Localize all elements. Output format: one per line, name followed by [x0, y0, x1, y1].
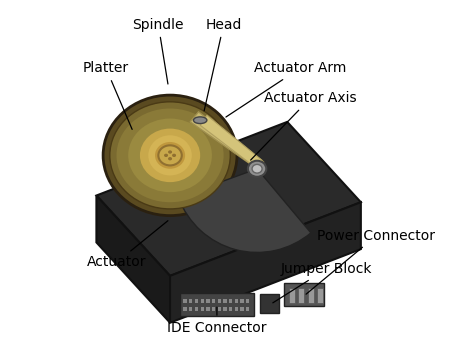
Bar	[206, 299, 210, 303]
Wedge shape	[178, 169, 311, 252]
Ellipse shape	[162, 148, 178, 163]
Ellipse shape	[168, 157, 172, 161]
Ellipse shape	[110, 102, 230, 209]
Bar	[195, 307, 198, 311]
Bar	[189, 299, 192, 303]
Bar	[289, 288, 295, 303]
Ellipse shape	[252, 164, 262, 173]
Bar	[223, 299, 227, 303]
Ellipse shape	[164, 154, 168, 157]
Bar	[235, 299, 238, 303]
FancyBboxPatch shape	[284, 283, 324, 306]
FancyBboxPatch shape	[180, 293, 254, 316]
Ellipse shape	[193, 117, 207, 124]
Bar	[240, 299, 244, 303]
Bar	[229, 299, 232, 303]
Bar	[218, 307, 221, 311]
Bar	[229, 307, 232, 311]
Bar	[223, 307, 227, 311]
Bar	[246, 307, 249, 311]
Text: Power Connector: Power Connector	[306, 229, 435, 294]
Ellipse shape	[248, 161, 266, 177]
Text: Actuator Arm: Actuator Arm	[226, 61, 346, 117]
Ellipse shape	[140, 128, 200, 182]
Bar	[298, 288, 304, 303]
Ellipse shape	[117, 108, 224, 202]
Ellipse shape	[148, 135, 192, 175]
Bar	[246, 299, 249, 303]
Polygon shape	[200, 115, 262, 169]
Bar	[183, 307, 187, 311]
Bar	[201, 307, 204, 311]
Bar	[218, 299, 221, 303]
Text: Actuator: Actuator	[87, 221, 168, 269]
Bar	[195, 299, 198, 303]
Text: Head: Head	[204, 18, 242, 111]
Bar	[183, 299, 187, 303]
Ellipse shape	[128, 119, 212, 192]
Text: Jumper Block: Jumper Block	[273, 262, 372, 303]
Bar	[212, 307, 215, 311]
FancyBboxPatch shape	[260, 294, 279, 313]
Bar	[235, 307, 238, 311]
Bar	[189, 307, 192, 311]
Polygon shape	[96, 122, 361, 276]
Bar	[308, 288, 314, 303]
Bar	[317, 288, 323, 303]
Text: IDE Connector: IDE Connector	[167, 307, 267, 335]
Ellipse shape	[103, 95, 237, 216]
Ellipse shape	[168, 150, 172, 154]
Ellipse shape	[172, 154, 176, 157]
Text: Platter: Platter	[83, 61, 132, 129]
Bar	[201, 299, 204, 303]
Text: Actuator Axis: Actuator Axis	[251, 92, 356, 160]
Ellipse shape	[158, 145, 182, 165]
Bar	[240, 307, 244, 311]
Polygon shape	[170, 202, 361, 323]
Polygon shape	[96, 195, 170, 323]
Text: Spindle: Spindle	[133, 18, 184, 84]
Bar	[206, 307, 210, 311]
Polygon shape	[190, 112, 264, 169]
Ellipse shape	[155, 142, 185, 169]
Bar	[212, 299, 215, 303]
